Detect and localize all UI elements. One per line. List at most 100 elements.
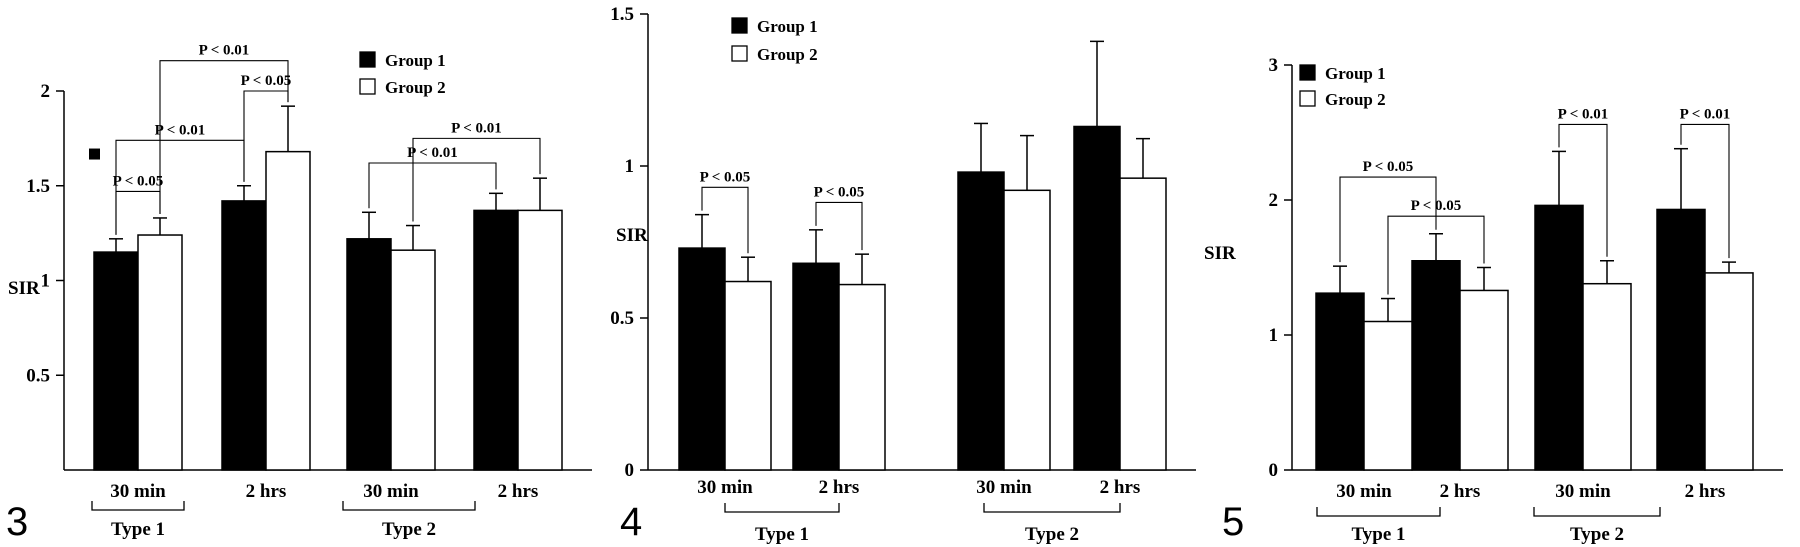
y-tick-label: 3 <box>1269 55 1279 76</box>
group-bracket <box>1316 507 1441 517</box>
category-label: 30 min <box>1336 481 1392 502</box>
square-marker <box>89 148 100 160</box>
y-tick-label: 2 <box>1269 190 1279 211</box>
significance-bracket <box>1680 123 1730 259</box>
group-label: Type 2 <box>1025 524 1079 545</box>
group-label: Type 1 <box>755 524 809 545</box>
group-label: Type 1 <box>111 519 165 540</box>
y-axis-label: SIR <box>616 225 648 246</box>
bar-group2 <box>390 249 436 471</box>
significance-label: P < 0.05 <box>241 73 292 89</box>
group-label: Type 1 <box>1351 524 1405 545</box>
significance-bracket <box>159 60 289 214</box>
group-label: Type 2 <box>382 519 436 540</box>
category-label: 2 hrs <box>246 481 287 502</box>
significance-label: P < 0.01 <box>451 120 502 136</box>
bar-group1 <box>221 200 267 471</box>
significance-bracket <box>701 186 749 254</box>
bar-group2 <box>1003 189 1051 471</box>
bar-group1 <box>346 238 392 471</box>
y-tick-label: 1.5 <box>26 176 50 197</box>
bar-group1 <box>1411 260 1461 471</box>
bar-group1 <box>957 171 1005 471</box>
category-label: 30 min <box>363 481 419 502</box>
significance-label: P < 0.01 <box>155 122 206 138</box>
significance-bracket <box>368 162 497 209</box>
significance-bracket <box>115 190 161 235</box>
significance-label: P < 0.01 <box>407 145 458 161</box>
significance-label: P < 0.05 <box>814 184 865 200</box>
bar-group2 <box>1363 320 1413 471</box>
category-label: 30 min <box>976 477 1032 498</box>
significance-bracket <box>243 90 289 182</box>
legend-label: Group 2 <box>757 45 818 64</box>
significance-bracket <box>1558 123 1608 257</box>
bar-group1 <box>1534 204 1584 471</box>
category-label: 2 hrs <box>819 477 860 498</box>
bar-group2 <box>1704 272 1754 471</box>
group-bracket <box>342 501 476 511</box>
panel-number: 5 <box>1222 500 1244 544</box>
bar-group2 <box>517 209 563 471</box>
category-label: 30 min <box>1555 481 1611 502</box>
significance-label: P < 0.01 <box>1680 106 1731 122</box>
y-tick-label: 1 <box>625 156 635 177</box>
y-tick-label: 1.5 <box>610 4 634 25</box>
category-label: 2 hrs <box>1440 481 1481 502</box>
bar-group1 <box>473 209 519 471</box>
significance-label: P < 0.01 <box>199 43 250 59</box>
group-bracket <box>983 503 1121 513</box>
bar-group1 <box>792 262 840 471</box>
legend-swatch <box>359 78 376 95</box>
y-axis-label: SIR <box>1204 243 1236 264</box>
bar-group2 <box>1119 177 1167 471</box>
category-label: 2 hrs <box>1685 481 1726 502</box>
legend-swatch <box>731 45 748 62</box>
significance-label: P < 0.01 <box>1558 106 1609 122</box>
y-tick-label: 1 <box>41 271 51 292</box>
group-label: Type 2 <box>1570 524 1624 545</box>
y-tick-label: 0.5 <box>610 308 634 329</box>
bar-group1 <box>1315 292 1365 471</box>
bar-group2 <box>838 283 886 471</box>
legend-label: Group 1 <box>1325 64 1386 83</box>
category-label: 2 hrs <box>498 481 539 502</box>
bar-group1 <box>678 247 726 471</box>
group-bracket <box>1533 507 1661 517</box>
bar-group2 <box>265 150 311 471</box>
y-tick-label: 1 <box>1269 325 1279 346</box>
significance-label: P < 0.05 <box>700 169 751 185</box>
significance-bracket <box>815 201 863 251</box>
significance-label: P < 0.05 <box>113 173 164 189</box>
group-bracket <box>91 501 185 511</box>
significance-bracket <box>1339 176 1437 263</box>
bar-group2 <box>724 280 772 471</box>
y-tick-label: 0.5 <box>26 365 50 386</box>
legend-label: Group 1 <box>757 17 818 36</box>
significance-bracket <box>1387 215 1485 295</box>
significance-label: P < 0.05 <box>1411 198 1462 214</box>
bar-group1 <box>1073 125 1121 471</box>
legend-swatch <box>731 17 748 34</box>
y-tick-label: 2 <box>41 81 51 102</box>
significance-label: P < 0.05 <box>1363 159 1414 175</box>
y-axis-label: SIR <box>8 278 40 299</box>
panel-number: 3 <box>6 500 28 544</box>
group-bracket <box>724 503 840 513</box>
legend-swatch <box>359 51 376 68</box>
bar-group2 <box>1582 282 1632 471</box>
bar-group1 <box>93 251 139 471</box>
y-tick-label: 0 <box>1269 460 1279 481</box>
panel-number: 4 <box>620 500 642 544</box>
y-tick-label: 0 <box>625 460 635 481</box>
bar-group2 <box>137 234 183 471</box>
legend-label: Group 2 <box>385 78 446 97</box>
bar-group1 <box>1656 208 1706 471</box>
bar-group2 <box>1459 289 1509 471</box>
legend-swatch <box>1299 64 1316 81</box>
category-label: 30 min <box>697 477 753 498</box>
category-label: 2 hrs <box>1100 477 1141 498</box>
legend-label: Group 2 <box>1325 90 1386 109</box>
legend-swatch <box>1299 90 1316 107</box>
